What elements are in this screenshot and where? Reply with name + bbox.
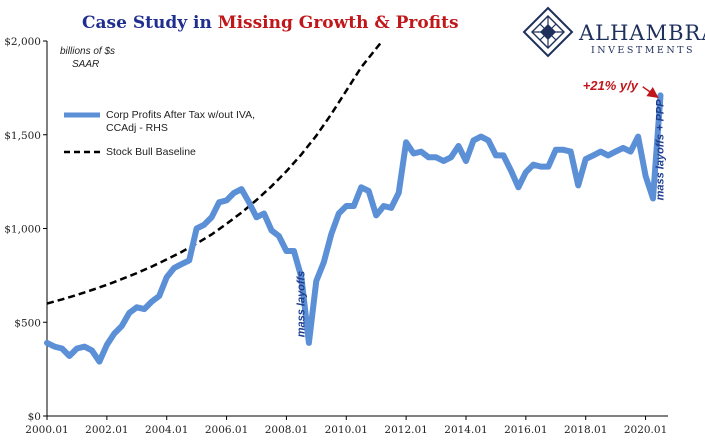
- legend-label-profits-line1: Corp Profits After Tax w/out IVA,: [106, 109, 255, 121]
- x-tick-label: 2002.01: [85, 424, 128, 436]
- y-tick-label: $500: [14, 317, 41, 329]
- alhambra-logo: ALHAMBRA INVESTMENTS: [522, 6, 705, 58]
- y-axis-ticks: $0 $500 $1,000 $1,500 $2,000: [4, 36, 47, 423]
- x-tick-label: 2020.01: [624, 424, 667, 436]
- chart-title-part2: Missing Growth & Profits: [218, 13, 459, 33]
- logo-name: ALHAMBRA: [578, 21, 705, 45]
- y-tick-label: $0: [28, 411, 41, 423]
- diamond-lattice-icon: [522, 6, 574, 58]
- y-tick-label: $2,000: [4, 36, 41, 48]
- units-label-line1: billions of $s: [60, 46, 115, 57]
- annotation-label: +21% y/y: [583, 78, 639, 93]
- annotations: mass layoffs mass layoffs + PPP +21% y/y: [295, 78, 666, 338]
- x-tick-label: 2012.01: [384, 424, 427, 436]
- logo-subtitle: INVESTMENTS: [591, 45, 695, 56]
- series-line-stock-bull-baseline: [47, 41, 384, 305]
- annotation-arrow: [642, 86, 659, 99]
- y-tick-label: $1,000: [4, 224, 41, 236]
- x-tick-label: 2006.01: [205, 424, 248, 436]
- x-tick-label: 2018.01: [564, 424, 607, 436]
- chart-title: Case Study in Missing Growth & Profits: [82, 13, 459, 33]
- x-tick-label: 2010.01: [325, 424, 368, 436]
- units-label-line2: SAAR: [72, 59, 99, 70]
- x-tick-label: 2008.01: [265, 424, 308, 436]
- annotation-label: mass layoffs: [295, 271, 307, 337]
- axes: [46, 41, 668, 417]
- x-tick-label: 2004.01: [145, 424, 188, 436]
- annotation-label: mass layoffs + PPP: [655, 99, 667, 201]
- legend-label-profits-line2: CCAdj - RHS: [106, 122, 168, 134]
- x-axis-ticks: 2000.01 2002.01 2004.01 2006.01 2008.01 2010.…: [25, 416, 667, 436]
- series-line-corp-profits: [44, 92, 664, 365]
- x-tick-label: 2000.01: [25, 424, 68, 436]
- x-tick-label: 2016.01: [504, 424, 547, 436]
- x-tick-label: 2014.01: [444, 424, 487, 436]
- chart-title-part1: Case Study in: [82, 13, 218, 33]
- y-tick-label: $1,500: [4, 130, 41, 142]
- series-group: [44, 41, 664, 365]
- legend-label-baseline: Stock Bull Baseline: [106, 146, 196, 158]
- legend: Corp Profits After Tax w/out IVA, CCAdj …: [64, 109, 255, 158]
